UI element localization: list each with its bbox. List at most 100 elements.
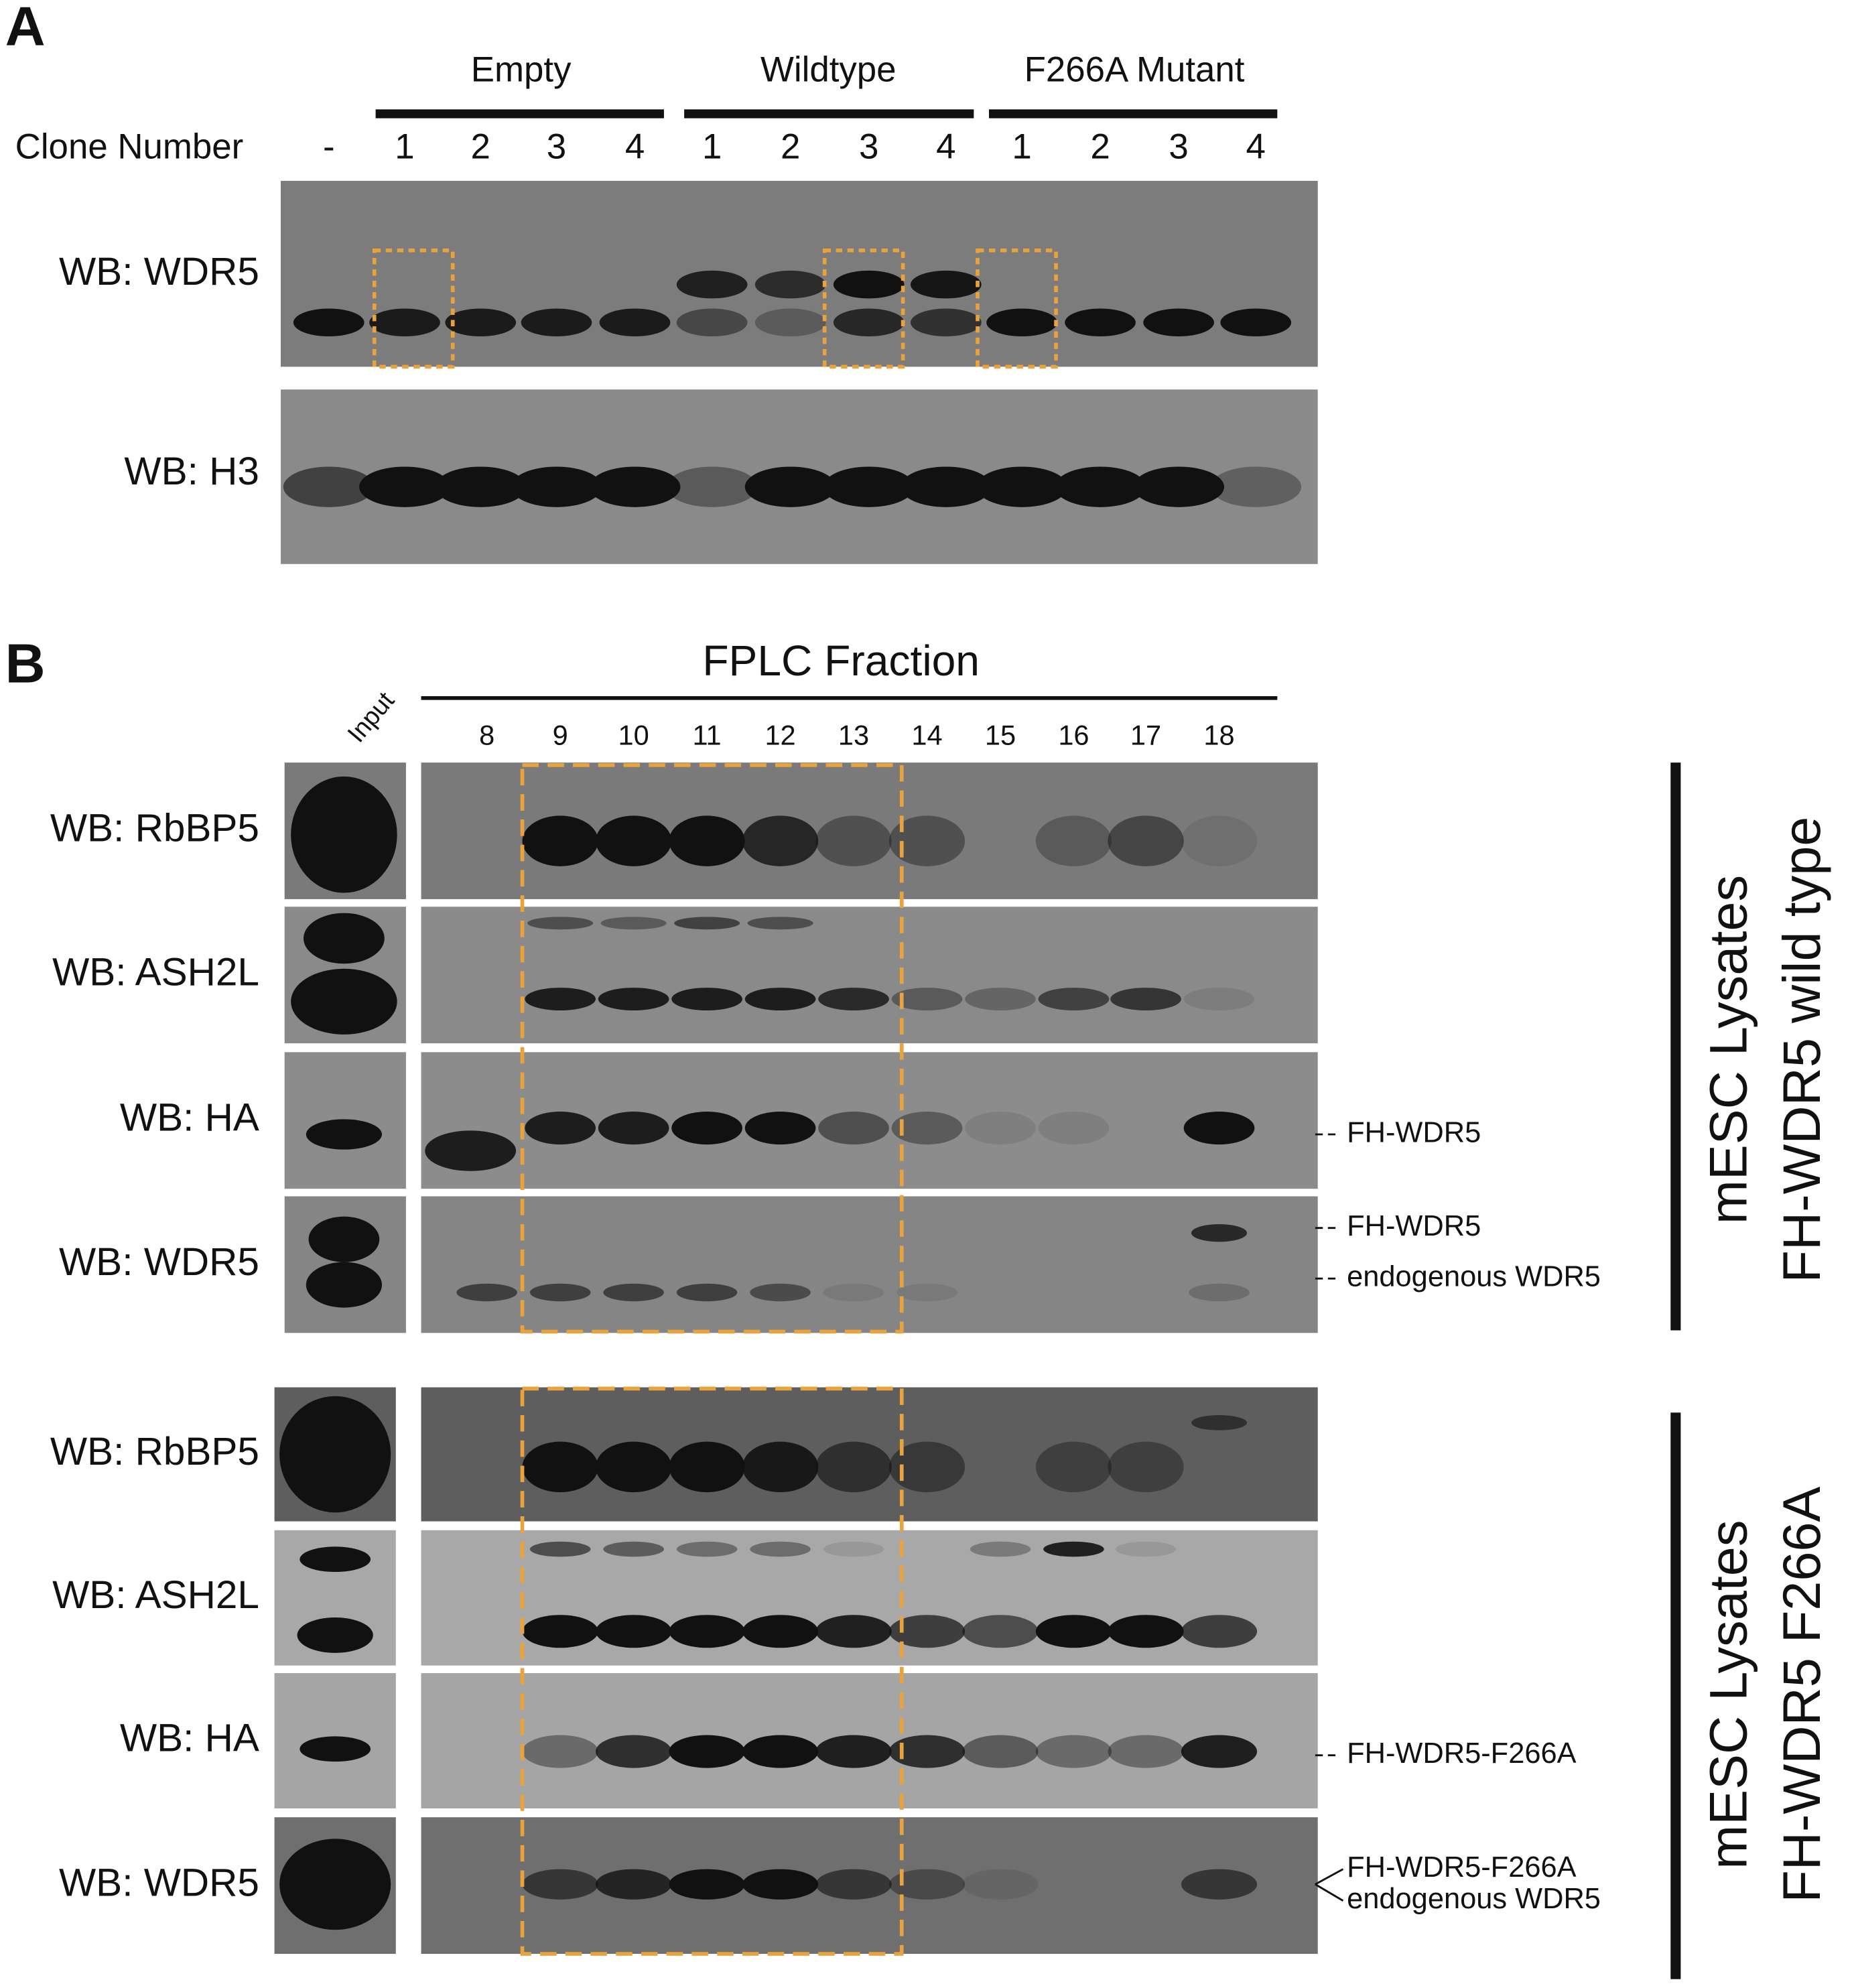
fraction-label: 11: [693, 719, 722, 750]
band: [823, 1541, 884, 1557]
lane-label: 2: [781, 127, 800, 167]
band: [671, 988, 742, 1011]
band: [527, 917, 594, 930]
axis-title: FPLC Fraction: [702, 637, 980, 685]
band: [306, 1119, 383, 1150]
band: [1065, 308, 1136, 337]
band: [511, 466, 602, 507]
band: [910, 270, 982, 299]
band: [676, 270, 748, 299]
band: [1115, 1541, 1177, 1557]
band: [1038, 988, 1110, 1011]
section-title: FH-WDR5 wild type: [1772, 817, 1831, 1283]
lane-label: 2: [1090, 127, 1110, 167]
annotation-line: [1315, 1868, 1344, 1885]
band: [1181, 1615, 1258, 1648]
fraction-label: 9: [553, 719, 568, 750]
band: [962, 1869, 1039, 1900]
fraction-label: 18: [1203, 719, 1234, 750]
band: [833, 270, 905, 299]
band: [962, 1735, 1039, 1768]
band: [522, 1735, 598, 1768]
fraction-label: 13: [838, 719, 869, 750]
lane-label: 1: [1012, 127, 1031, 167]
panel-label: A: [5, 0, 46, 57]
band: [888, 1615, 966, 1648]
fraction-label: 12: [765, 719, 795, 750]
band: [522, 1441, 598, 1493]
band: [300, 1736, 371, 1762]
band: [888, 815, 966, 866]
band: [744, 466, 836, 507]
band: [525, 988, 596, 1011]
blot-label: WB: ASH2L: [52, 951, 259, 994]
band: [818, 988, 889, 1011]
band: [669, 815, 745, 866]
band: [596, 1615, 672, 1648]
band: [522, 1869, 598, 1900]
group-label: F266A Mutant: [1024, 50, 1245, 90]
lane-label: 2: [471, 127, 490, 167]
band: [815, 1615, 892, 1648]
band: [596, 1441, 672, 1493]
band: [300, 1546, 371, 1573]
band: [897, 1283, 957, 1302]
band: [529, 1541, 591, 1557]
band: [754, 308, 826, 337]
band: [669, 1735, 745, 1768]
band: [1055, 466, 1146, 507]
band: [589, 466, 681, 507]
blot-label: WB: ASH2L: [52, 1573, 259, 1617]
band: [522, 1615, 598, 1648]
band: [293, 308, 365, 337]
band: [603, 1283, 664, 1302]
band: [986, 308, 1057, 337]
band: [1189, 1283, 1250, 1302]
fraction-label: 8: [479, 719, 494, 750]
band: [596, 1869, 672, 1900]
band: [888, 1869, 966, 1900]
lane-label: 1: [395, 127, 414, 167]
band: [750, 1541, 811, 1557]
band: [965, 988, 1036, 1011]
blot-label: WB: WDR5: [59, 1240, 259, 1284]
band: [1183, 1112, 1255, 1145]
band: [818, 1112, 889, 1145]
band: [1038, 1112, 1110, 1145]
band: [297, 1617, 373, 1653]
blot-label: WB: HA: [120, 1096, 259, 1140]
band: [1191, 1224, 1248, 1242]
group-label: Empty: [471, 50, 572, 90]
band: [970, 1541, 1031, 1557]
band: [600, 917, 667, 930]
fraction-label: 16: [1058, 719, 1089, 750]
band: [823, 466, 915, 507]
band: [279, 1839, 391, 1930]
band: [742, 1735, 819, 1768]
band: [598, 988, 669, 1011]
band: [291, 968, 397, 1035]
section-title: mESC Lysates: [1699, 1520, 1758, 1869]
band: [1183, 988, 1255, 1011]
blot-label: WB: H3: [124, 450, 259, 493]
band: [598, 1112, 669, 1145]
band: [279, 1396, 391, 1513]
input-label: Input: [342, 686, 399, 748]
band: [747, 917, 813, 930]
band: [369, 308, 440, 337]
fraction-label: 10: [618, 719, 649, 750]
band: [976, 466, 1068, 507]
band: [1108, 1735, 1184, 1768]
band: [308, 1216, 380, 1262]
band: [750, 1283, 811, 1302]
blot-label: WB: HA: [120, 1716, 259, 1760]
band-label: FH-WDR5: [1347, 1210, 1481, 1242]
lane-label: 4: [625, 127, 645, 167]
band: [599, 308, 671, 337]
band: [435, 466, 527, 507]
band: [596, 1735, 672, 1768]
band: [669, 1441, 745, 1493]
band: [1181, 1735, 1258, 1768]
band: [742, 1441, 819, 1493]
